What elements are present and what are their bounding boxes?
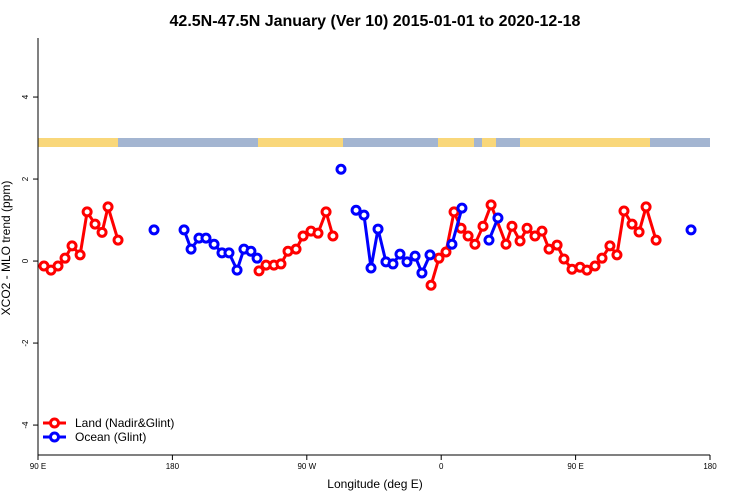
y-tick-label: -2 bbox=[21, 339, 30, 347]
data-point bbox=[500, 238, 512, 250]
y-axis-label: XCO2 - MLO trend (ppm) bbox=[0, 181, 13, 316]
data-point bbox=[387, 258, 399, 270]
data-point bbox=[394, 248, 406, 260]
data-point bbox=[297, 230, 309, 242]
data-point bbox=[633, 226, 645, 238]
series-line bbox=[43, 201, 120, 272]
data-point bbox=[231, 264, 243, 276]
x-tick-label: 90 E bbox=[30, 462, 46, 471]
data-point bbox=[416, 267, 428, 279]
data-point bbox=[483, 234, 495, 246]
series-line bbox=[450, 207, 464, 245]
land-strip bbox=[438, 138, 474, 147]
land-strip bbox=[482, 138, 496, 147]
data-point bbox=[409, 250, 421, 262]
data-point bbox=[492, 212, 504, 224]
data-point bbox=[358, 209, 370, 221]
data-point bbox=[433, 252, 445, 264]
data-point bbox=[551, 239, 563, 251]
data-point bbox=[89, 218, 101, 230]
data-point bbox=[365, 262, 377, 274]
data-point bbox=[185, 243, 197, 255]
data-point bbox=[312, 227, 324, 239]
data-point bbox=[96, 226, 108, 238]
chart-title: 42.5N-47.5N January (Ver 10) 2015-01-01 … bbox=[170, 13, 581, 30]
data-point bbox=[626, 218, 638, 230]
data-point bbox=[200, 232, 212, 244]
data-point bbox=[485, 199, 497, 211]
y-tick-label: 4 bbox=[21, 94, 30, 99]
x-tick-label: 90 W bbox=[297, 462, 316, 471]
data-point bbox=[618, 205, 630, 217]
data-point bbox=[178, 224, 190, 236]
y-tick-label: 2 bbox=[21, 176, 30, 181]
data-point bbox=[521, 222, 533, 234]
data-point bbox=[425, 279, 437, 291]
data-point bbox=[245, 245, 257, 257]
ocean-strip bbox=[38, 138, 710, 147]
data-point bbox=[372, 223, 384, 235]
data-point bbox=[350, 204, 362, 216]
data-point bbox=[102, 201, 114, 213]
y-tick-label: 0 bbox=[21, 258, 30, 263]
data-point bbox=[112, 234, 124, 246]
data-point bbox=[462, 230, 474, 242]
data-point bbox=[52, 260, 64, 272]
legend-label: Ocean (Glint) bbox=[75, 430, 146, 444]
data-point bbox=[59, 252, 71, 264]
data-point bbox=[81, 206, 93, 218]
legend-marker bbox=[49, 417, 60, 429]
data-point bbox=[536, 225, 548, 237]
land-strip bbox=[520, 138, 650, 147]
land-strip bbox=[38, 138, 118, 147]
data-point bbox=[581, 264, 593, 276]
data-point bbox=[469, 238, 481, 250]
data-point bbox=[253, 265, 265, 277]
data-point bbox=[290, 243, 302, 255]
data-point bbox=[275, 258, 287, 270]
legend-marker bbox=[49, 431, 60, 443]
legend-label: Land (Nadir&Glint) bbox=[75, 416, 174, 430]
land-strip bbox=[258, 138, 343, 147]
x-tick-label: 0 bbox=[439, 462, 444, 471]
data-point bbox=[558, 253, 570, 265]
data-point bbox=[148, 224, 160, 236]
data-point bbox=[335, 163, 347, 175]
data-point bbox=[327, 230, 339, 242]
x-tick-label: 90 E bbox=[567, 462, 583, 471]
data-point bbox=[446, 238, 458, 250]
data-point bbox=[440, 246, 452, 258]
series-line bbox=[429, 200, 658, 286]
data-point bbox=[543, 243, 555, 255]
x-tick-label: 180 bbox=[703, 462, 717, 471]
x-tick-label: 180 bbox=[166, 462, 180, 471]
land-mask bbox=[38, 138, 710, 147]
data-point bbox=[424, 249, 436, 261]
data-point bbox=[611, 249, 623, 261]
data-point bbox=[208, 238, 220, 250]
data-point bbox=[650, 234, 662, 246]
data-point bbox=[456, 202, 468, 214]
data-point bbox=[589, 260, 601, 272]
data-point bbox=[74, 249, 86, 261]
data-point bbox=[529, 230, 541, 242]
data-point bbox=[477, 220, 489, 232]
data-point bbox=[685, 224, 697, 236]
data-point bbox=[506, 220, 518, 232]
y-tick-label: -4 bbox=[21, 421, 30, 429]
data-point bbox=[640, 201, 652, 213]
data-point bbox=[251, 252, 263, 264]
data-point bbox=[223, 247, 235, 259]
x-axis-label: Longitude (deg E) bbox=[327, 477, 422, 491]
data-point bbox=[401, 256, 413, 268]
data-point bbox=[596, 252, 608, 264]
data-point bbox=[66, 240, 78, 252]
data-point bbox=[604, 240, 616, 252]
data-point bbox=[320, 206, 332, 218]
data-point bbox=[514, 235, 526, 247]
